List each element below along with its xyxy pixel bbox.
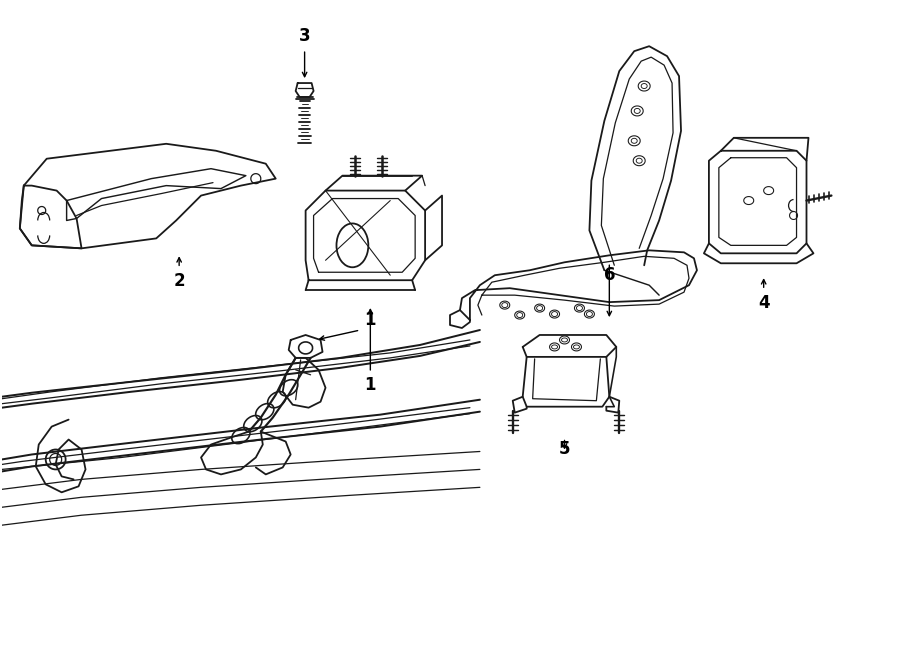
Text: 1: 1: [364, 375, 376, 394]
Text: 1: 1: [364, 311, 376, 329]
Text: 6: 6: [604, 266, 615, 284]
Text: 2: 2: [174, 272, 185, 290]
Text: 3: 3: [299, 27, 310, 45]
Text: 5: 5: [559, 440, 571, 459]
Text: 4: 4: [758, 294, 770, 312]
